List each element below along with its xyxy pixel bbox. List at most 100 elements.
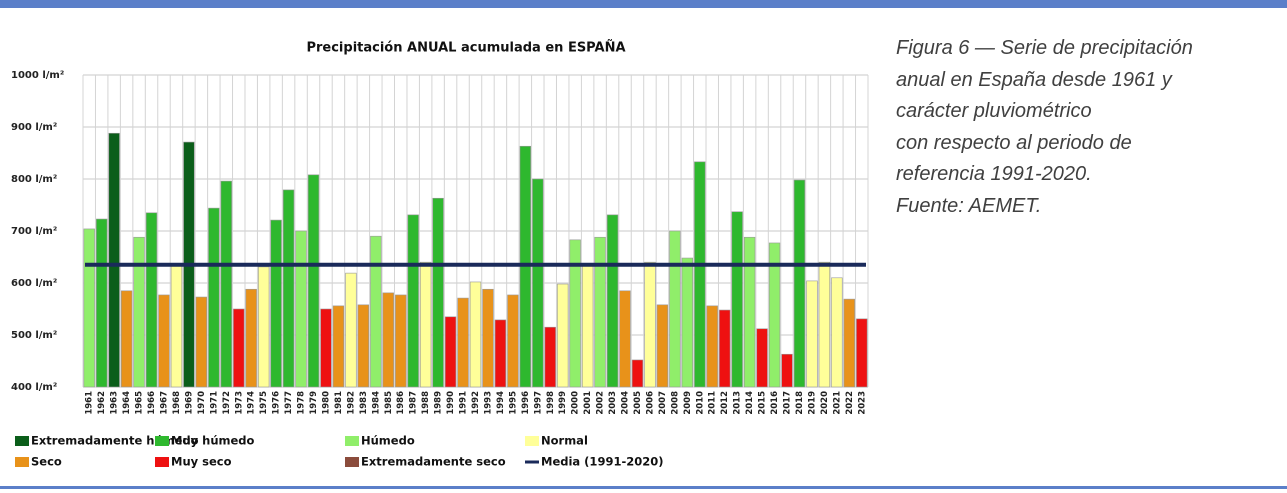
x-tick-label: 1968 — [172, 391, 182, 415]
bar — [806, 280, 818, 388]
bar — [532, 178, 544, 388]
bar — [245, 288, 257, 388]
x-tick-label: 1981 — [334, 391, 344, 415]
bar — [120, 290, 133, 388]
x-tick-label: 1997 — [533, 391, 543, 415]
top-bar — [0, 0, 1287, 8]
x-tick-label: 2003 — [608, 391, 618, 415]
bar — [856, 318, 868, 388]
x-tick-label: 1980 — [321, 391, 331, 415]
bar — [756, 328, 768, 388]
y-tick-label: 700 l/m² — [11, 226, 57, 237]
bar — [494, 319, 507, 388]
y-tick-label: 500 l/m² — [11, 330, 57, 341]
x-tick-label: 1985 — [384, 391, 394, 415]
bar — [681, 257, 693, 388]
x-tick-label: 1994 — [496, 391, 506, 415]
bar — [719, 309, 731, 388]
x-tick-label: 1977 — [284, 391, 294, 415]
bar — [170, 264, 183, 388]
x-tick-label: 1974 — [247, 391, 257, 415]
bar — [295, 230, 307, 388]
bar — [581, 263, 594, 388]
caption-line: Figura 6 — Serie de precipitación — [896, 37, 1193, 59]
bar — [332, 305, 345, 388]
x-tick-label: 2002 — [596, 391, 606, 415]
x-tick-label: 1989 — [434, 391, 444, 415]
legend-label: Muy seco — [171, 455, 232, 469]
bar — [619, 290, 631, 388]
x-tick-label: 1963 — [110, 391, 120, 415]
legend-swatch — [345, 436, 359, 446]
legend-label: Extremadamente seco — [361, 455, 506, 469]
x-tick-label: 2019 — [807, 391, 817, 415]
y-tick-label: 1000 l/m² — [11, 70, 64, 81]
x-tick-label: 2004 — [621, 391, 631, 415]
x-tick-label: 2008 — [670, 391, 680, 415]
x-tick-label: 1964 — [122, 391, 132, 415]
x-tick-label: 2014 — [745, 391, 755, 415]
x-tick-label: 2001 — [583, 391, 593, 415]
bar — [781, 353, 793, 388]
x-tick-label: 1990 — [446, 391, 456, 415]
bar — [444, 316, 457, 388]
legend-swatch — [155, 436, 169, 446]
x-tick-label: 2020 — [820, 391, 830, 415]
x-tick-label: 1978 — [297, 391, 307, 415]
x-tick-label: 1992 — [471, 391, 481, 415]
x-tick-label: 1973 — [234, 391, 244, 415]
x-tick-label: 1972 — [222, 391, 232, 415]
bar — [482, 288, 494, 388]
bar — [644, 261, 656, 388]
bar — [432, 197, 444, 388]
bar — [233, 308, 245, 388]
legend-swatch — [345, 457, 359, 467]
x-tick-label: 2006 — [645, 391, 655, 415]
x-tick-label: 1975 — [259, 391, 269, 415]
chart: Precipitación ANUAL acumulada en ESPAÑA … — [11, 39, 869, 469]
x-tick-label: 1987 — [409, 391, 419, 415]
bar — [357, 304, 370, 388]
x-tick-label: 1988 — [421, 391, 431, 415]
bar — [694, 161, 706, 388]
bar — [320, 308, 332, 388]
y-tick-label: 600 l/m² — [11, 278, 57, 289]
caption-line: anual en España desde 1961 y — [896, 68, 1172, 91]
bar — [457, 297, 469, 388]
bar — [208, 207, 220, 388]
x-tick-label: 2021 — [832, 391, 842, 415]
bar — [195, 296, 208, 388]
bar — [282, 189, 295, 388]
x-tick-label: 2015 — [758, 391, 768, 415]
bar — [370, 235, 382, 388]
bar — [669, 230, 681, 388]
legend-swatch — [155, 457, 169, 467]
bar — [382, 292, 394, 388]
caption-line: carácter pluviométrico — [896, 100, 1092, 123]
y-tick-label: 900 l/m² — [11, 122, 57, 133]
bar — [507, 294, 519, 388]
x-tick-label: 1970 — [197, 391, 207, 415]
caption-line: con respecto al periodo de — [896, 131, 1132, 154]
legend-swatch — [525, 436, 539, 446]
x-tick-label: 1984 — [371, 391, 381, 415]
bar — [594, 236, 606, 388]
bar — [158, 294, 170, 388]
caption-line: referencia 1991-2020. — [896, 163, 1092, 186]
chart-title: Precipitación ANUAL acumulada en ESPAÑA — [306, 40, 625, 56]
x-tick-label: 2013 — [733, 391, 743, 415]
x-tick-label: 1961 — [85, 391, 95, 415]
bar — [220, 180, 232, 388]
y-tick-label: 800 l/m² — [11, 174, 57, 185]
x-tick-label: 1993 — [483, 391, 493, 415]
bar — [307, 174, 320, 388]
x-tick-label: 2016 — [770, 391, 780, 415]
bar — [768, 242, 781, 388]
bar — [743, 236, 756, 388]
legend-label: Normal — [541, 434, 588, 448]
bar — [557, 283, 569, 388]
x-tick-label: 1995 — [508, 391, 518, 415]
x-tick-label: 1967 — [159, 391, 169, 415]
x-tick-label: 1983 — [359, 391, 369, 415]
